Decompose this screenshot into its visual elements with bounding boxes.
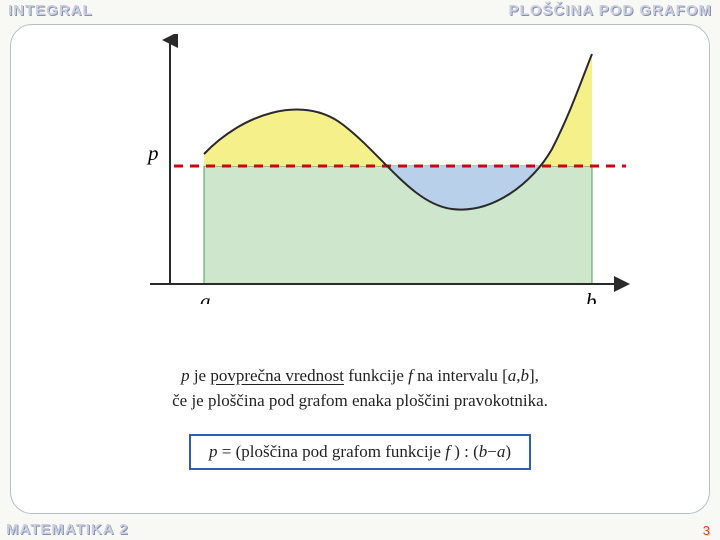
formula-box: p = (ploščina pod grafom funkcije f ) : … [189,434,531,470]
svg-text:b: b [586,289,597,304]
caption-var-p: p [181,366,190,385]
caption-line-2: če je ploščina pod grafom enaka ploščini… [0,389,720,414]
page-number: 3 [703,523,710,538]
chart: p a b [112,34,632,304]
footer-left: MATEMATIKA 2 [6,521,129,538]
svg-text:p: p [146,141,159,165]
caption-line-1: p je povprečna vrednost funkcije f na in… [0,364,720,389]
header-left: INTEGRAL [8,2,93,19]
caption: p je povprečna vrednost funkcije f na in… [0,364,720,413]
footer-bar: MATEMATIKA 2 3 [0,516,720,540]
slide: INTEGRAL PLOŠČINA POD GRAFOM p a b p je po… [0,0,720,540]
chart-svg: p a b [112,34,632,304]
header-right: PLOŠČINA POD GRAFOM [509,2,712,19]
caption-underline: povprečna vrednost [210,366,344,385]
svg-text:a: a [200,289,211,304]
